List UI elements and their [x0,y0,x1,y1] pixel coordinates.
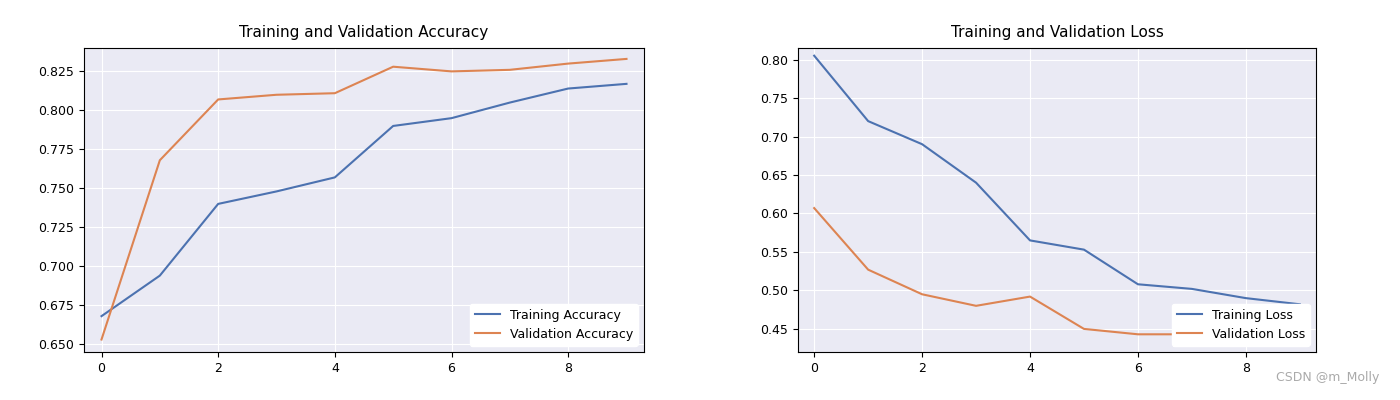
Validation Loss [914,292,931,297]
Legend: Training Accuracy, Validation Accuracy: Training Accuracy, Validation Accuracy [469,304,638,346]
Training Loss [1022,238,1039,243]
Validation Accuracy [151,158,168,163]
Validation Loss [860,267,876,272]
Legend: Training Loss, Validation Loss: Training Loss, Validation Loss [1172,304,1310,346]
Validation Loss [1291,330,1308,335]
Training Accuracy [501,100,518,105]
Training Loss [1130,282,1147,287]
Title: Training and Validation Loss: Training and Validation Loss [951,25,1163,40]
Training Loss [914,142,931,147]
Training Accuracy [269,189,286,194]
Training Accuracy [151,273,168,278]
Training Loss [1075,247,1092,252]
Validation Accuracy [385,64,402,69]
Validation Accuracy [501,68,518,72]
Training Accuracy [385,124,402,128]
Training Loss [1238,296,1254,300]
Training Loss [1291,302,1308,307]
Validation Loss [1183,332,1200,337]
Validation Loss [967,304,984,308]
Validation Accuracy [619,56,636,61]
Training Loss [967,180,984,185]
Validation Accuracy [560,61,577,66]
Validation Accuracy [442,69,459,74]
Training Loss [860,119,876,124]
Validation Loss [806,206,823,210]
Validation Loss [1130,332,1147,337]
Training Accuracy [560,86,577,91]
Validation Accuracy [210,97,227,102]
Text: CSDN @m_Molly: CSDN @m_Molly [1275,371,1379,384]
Line: Validation Loss: Validation Loss [815,208,1299,334]
Validation Loss [1238,330,1254,335]
Training Accuracy [92,314,109,318]
Line: Training Loss: Training Loss [815,56,1299,304]
Training Accuracy [442,116,459,120]
Validation Accuracy [269,92,286,97]
Validation Loss [1022,294,1039,299]
Validation Loss [1075,326,1092,331]
Training Accuracy [210,202,227,206]
Training Loss [1183,286,1200,291]
Validation Accuracy [92,337,109,342]
Validation Accuracy [326,91,343,96]
Training Loss [806,53,823,58]
Training Accuracy [326,175,343,180]
Line: Training Accuracy: Training Accuracy [101,84,627,316]
Line: Validation Accuracy: Validation Accuracy [101,59,627,340]
Training Accuracy [619,82,636,86]
Title: Training and Validation Accuracy: Training and Validation Accuracy [239,25,489,40]
